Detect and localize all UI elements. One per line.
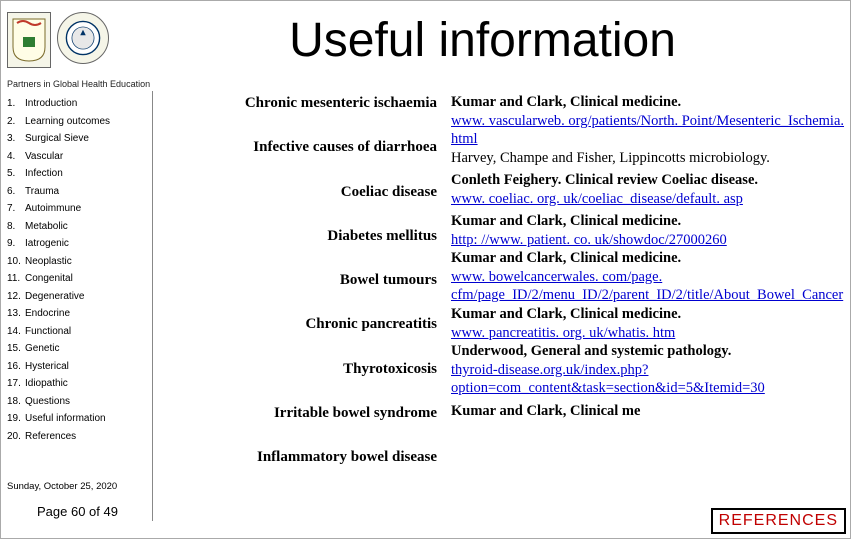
logo-group: [1, 8, 115, 72]
references-button[interactable]: REFERENCES: [711, 508, 846, 534]
reference-text: Underwood, General and systemic patholog…: [451, 342, 846, 361]
nav-item[interactable]: 4.Vascular: [7, 148, 148, 166]
header: Useful information: [1, 1, 850, 79]
partner-logo-2: [57, 12, 109, 64]
slide: Useful information Partners in Global He…: [0, 0, 851, 539]
nav-item[interactable]: 9.Iatrogenic: [7, 235, 148, 253]
slide-date: Sunday, October 25, 2020: [7, 481, 148, 492]
topic: Chronic pancreatitis: [161, 314, 437, 334]
reference-text: Kumar and Clark, Clinical medicine.: [451, 305, 846, 324]
topic: Coeliac disease: [161, 182, 437, 202]
topic: Thyrotoxicosis: [161, 359, 437, 379]
topic: Chronic mesenteric ischaemia: [161, 93, 437, 113]
nav-item[interactable]: 12.Degenerative: [7, 288, 148, 306]
nav-item[interactable]: 20.References: [7, 428, 148, 446]
reference-text: Kumar and Clark, Clinical medicine.: [451, 212, 846, 231]
reference-text: Harvey, Champe and Fisher, Lippincotts m…: [451, 149, 846, 168]
nav-item[interactable]: 16.Hysterical: [7, 358, 148, 376]
reference-link[interactable]: www. bowelcancerwales. com/page. cfm/pag…: [451, 269, 843, 304]
reference-link[interactable]: www. vascularweb. org/patients/North. Po…: [451, 113, 844, 148]
tagline: Partners in Global Health Education: [1, 79, 850, 91]
slide-title: Useful information: [115, 13, 850, 68]
topic: Diabetes mellitus: [161, 226, 437, 246]
nav-item[interactable]: 15.Genetic: [7, 340, 148, 358]
topic: Infective causes of diarrhoea: [161, 137, 437, 157]
topic: Irritable bowel syndrome: [161, 403, 437, 423]
nav-item[interactable]: 19.Useful information: [7, 410, 148, 428]
nav-item[interactable]: 3.Surgical Sieve: [7, 130, 148, 148]
reference-text: Kumar and Clark, Clinical medicine.: [451, 93, 846, 112]
partner-logo-1: [7, 12, 51, 68]
nav-list: 1.Introduction 2.Learning outcomes 3.Sur…: [7, 95, 148, 477]
nav-item[interactable]: 13.Endocrine: [7, 305, 148, 323]
reference-text: Kumar and Clark, Clinical me: [451, 402, 846, 421]
reference-link[interactable]: www. pancreatitis. org. uk/whatis. htm: [451, 325, 675, 341]
main-columns: Chronic mesenteric ischaemia Infective c…: [153, 91, 850, 521]
nav-item[interactable]: 11.Congenital: [7, 270, 148, 288]
nav-item[interactable]: 6.Trauma: [7, 183, 148, 201]
topics-column: Chronic mesenteric ischaemia Infective c…: [153, 91, 443, 521]
reference-text: Kumar and Clark, Clinical medicine.: [451, 249, 846, 268]
nav-item[interactable]: 8.Metabolic: [7, 218, 148, 236]
nav-item[interactable]: 14.Functional: [7, 323, 148, 341]
reference-text: Conleth Feighery. Clinical review Coelia…: [451, 171, 846, 190]
nav-item[interactable]: 5.Infection: [7, 165, 148, 183]
nav-item[interactable]: 18.Questions: [7, 393, 148, 411]
reference-link[interactable]: http: //www. patient. co. uk/showdoc/270…: [451, 232, 727, 248]
nav-item[interactable]: 10.Neoplastic: [7, 253, 148, 271]
reference-link[interactable]: www. coeliac. org. uk/coeliac_disease/de…: [451, 191, 743, 207]
nav-item[interactable]: 1.Introduction: [7, 95, 148, 113]
reference-link[interactable]: thyroid-disease.org.uk/index.php? option…: [451, 362, 765, 397]
sidebar: 1.Introduction 2.Learning outcomes 3.Sur…: [1, 91, 153, 521]
topic: Bowel tumours: [161, 270, 437, 290]
topic: Inflammatory bowel disease: [161, 447, 437, 467]
references-column: Kumar and Clark, Clinical medicine. www.…: [443, 91, 850, 521]
page-number: Page 60 of 49: [7, 504, 148, 519]
content-area: 1.Introduction 2.Learning outcomes 3.Sur…: [1, 91, 850, 521]
nav-item[interactable]: 2.Learning outcomes: [7, 113, 148, 131]
nav-item[interactable]: 7.Autoimmune: [7, 200, 148, 218]
nav-item[interactable]: 17.Idiopathic: [7, 375, 148, 393]
